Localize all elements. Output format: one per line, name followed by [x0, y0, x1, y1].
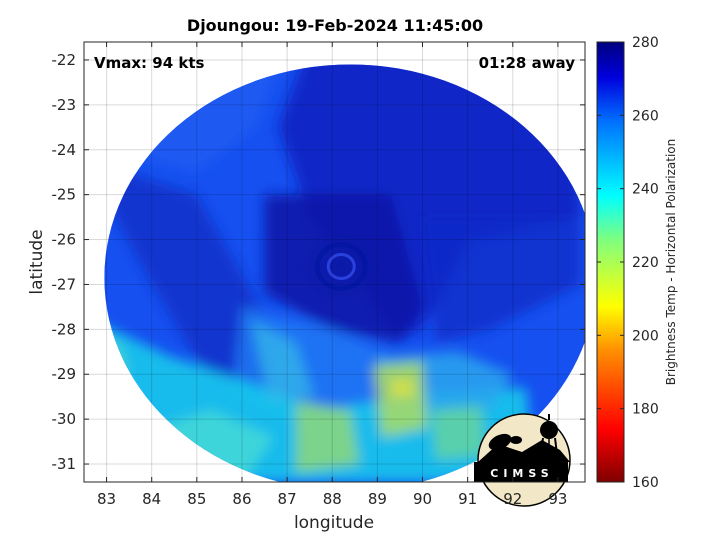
colorbar-gradient	[596, 41, 625, 483]
x-tick-label: 92	[503, 490, 522, 508]
y-tick-label: -25	[52, 186, 77, 204]
colorbar-tick-label: 200	[632, 328, 659, 344]
x-tick-label: 85	[187, 490, 206, 508]
colorbar-ticks: 160 180 200 220 240 260 280	[597, 35, 659, 491]
y-tick-label: -29	[52, 365, 77, 383]
x-tick-label: 87	[278, 490, 297, 508]
y-axis-ticks: -22 -23 -24 -25 -26 -27 -28 -29 -30 -31	[52, 51, 585, 473]
x-tick-label: 89	[368, 490, 387, 508]
y-tick-label: -22	[52, 51, 77, 69]
x-tick-label: 91	[458, 490, 477, 508]
axes-frame	[83, 41, 586, 483]
colorbar: 160 180 200 220 240 260 280 Brightness Temp - …	[596, 35, 678, 491]
y-axis-label: latitude	[27, 229, 47, 294]
cimss-logo: CIMSS	[474, 413, 571, 507]
colorbar-label: Brightness Temp - Horizontal Polarizatio…	[664, 139, 678, 386]
y-tick-label: -30	[52, 410, 77, 428]
y-tick-label: -28	[52, 320, 77, 338]
x-tick-label: 84	[142, 490, 161, 508]
colorbar-tick-label: 260	[632, 108, 659, 124]
time-away-annotation: 01:28 away	[479, 54, 576, 72]
colorbar-tick-label: 180	[632, 402, 659, 418]
vmax-annotation: Vmax: 94 kts	[94, 54, 204, 72]
colorbar-tick-label: 240	[632, 182, 659, 198]
x-tick-label: 86	[232, 490, 251, 508]
colorbar-tick-label: 220	[632, 255, 659, 271]
cimss-logo-text: CIMSS	[490, 467, 553, 480]
x-tick-label: 93	[548, 490, 567, 508]
chart-title: Djoungou: 19-Feb-2024 11:45:00	[187, 16, 483, 35]
x-axis-label: longitude	[294, 513, 374, 533]
x-tick-label: 88	[323, 490, 342, 508]
plot-area	[84, 42, 585, 482]
y-tick-label: -23	[52, 96, 77, 114]
y-tick-label: -31	[52, 455, 77, 473]
x-tick-label: 90	[413, 490, 432, 508]
y-tick-label: -26	[52, 231, 77, 249]
colorbar-tick-label: 280	[632, 35, 659, 51]
x-axis-ticks: 83 84 85 86 87 88 89 90 91 92 93	[97, 42, 567, 508]
x-tick-label: 83	[97, 490, 116, 508]
y-tick-label: -27	[52, 275, 77, 293]
colorbar-tick-label: 160	[632, 475, 659, 491]
grid-lines	[84, 42, 585, 482]
y-tick-label: -24	[52, 141, 77, 159]
